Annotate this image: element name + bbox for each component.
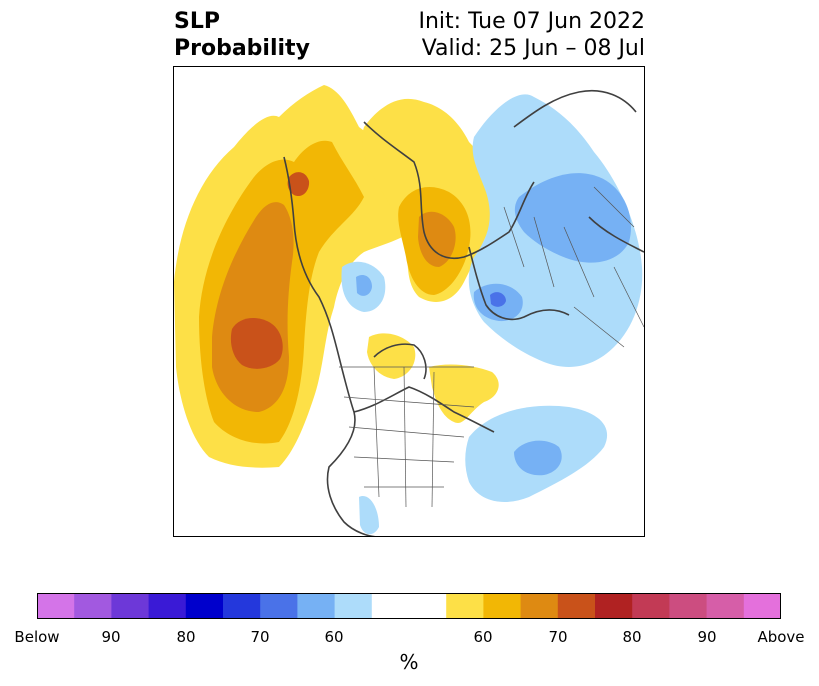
- colorbar-swatch: [483, 593, 522, 619]
- colorbar-swatch: [37, 593, 75, 619]
- below-60-region-mexico: [359, 496, 379, 535]
- map-canvas: [174, 85, 644, 536]
- colorbar-swatch: [632, 593, 670, 619]
- colorbar-swatches: [37, 593, 781, 619]
- colorbar-tick-label: 70: [548, 628, 568, 646]
- colorbar-swatch: [111, 593, 150, 619]
- probability-map: [173, 66, 645, 537]
- colorbar-swatch: [557, 593, 596, 619]
- colorbar-swatch: [409, 593, 447, 619]
- below-65-region-alaska-coast: [356, 275, 372, 296]
- title-valid-range: Valid: 25 Jun – 08 Jul: [421, 36, 645, 61]
- colorbar-swatch: [223, 593, 261, 619]
- colorbar-swatch: [669, 593, 708, 619]
- colorbar-border: [37, 593, 781, 619]
- coastlines: [283, 89, 644, 536]
- colorbar-swatch: [334, 593, 373, 619]
- colorbar-tick-label: 80: [176, 628, 196, 646]
- colorbar-swatch: [185, 593, 224, 619]
- colorbar-tick-label: 70: [250, 628, 270, 646]
- chart-title-left: SLP Probability: [174, 8, 310, 62]
- colorbar-tick-label: Above: [757, 628, 805, 646]
- title-init-date: Init: Tue 07 Jun 2022: [418, 9, 646, 34]
- colorbar-swatch: [371, 593, 410, 619]
- colorbar: [37, 593, 781, 619]
- colorbar-tick-label: 60: [473, 628, 493, 646]
- colorbar-tick-label: 90: [697, 628, 717, 646]
- above-75-region-alaska: [287, 172, 310, 197]
- below-65-region-atlantic: [514, 440, 562, 476]
- above-75-region-pacific: [230, 317, 283, 369]
- below-65-region-eurasia: [514, 173, 631, 263]
- borders: [339, 186, 644, 508]
- colorbar-swatch: [148, 593, 187, 619]
- colorbar-tick-label: 80: [622, 628, 642, 646]
- colorbar-swatch: [74, 593, 112, 619]
- colorbar-swatch: [706, 593, 745, 619]
- colorbar-tick-label: 90: [101, 628, 121, 646]
- below-70-region-scandinavia: [490, 292, 506, 307]
- colorbar-swatch: [446, 593, 484, 619]
- colorbar-swatch: [520, 593, 559, 619]
- colorbar-swatch: [297, 593, 336, 619]
- above-70-region-siberia: [418, 211, 456, 267]
- above-60-region-eastcanada: [429, 364, 499, 423]
- chart-title-right: Init: Tue 07 Jun 2022 Valid: 25 Jun – 08…: [419, 8, 646, 62]
- colorbar-tick-label: Below: [14, 628, 60, 646]
- colorbar-swatch: [743, 593, 781, 619]
- title-quantity: Probability: [174, 36, 310, 61]
- colorbar-swatch: [595, 593, 633, 619]
- colorbar-units: %: [399, 650, 419, 674]
- colorbar-tick-label: 60: [324, 628, 344, 646]
- colorbar-swatch: [260, 593, 298, 619]
- title-variable: SLP: [174, 9, 220, 34]
